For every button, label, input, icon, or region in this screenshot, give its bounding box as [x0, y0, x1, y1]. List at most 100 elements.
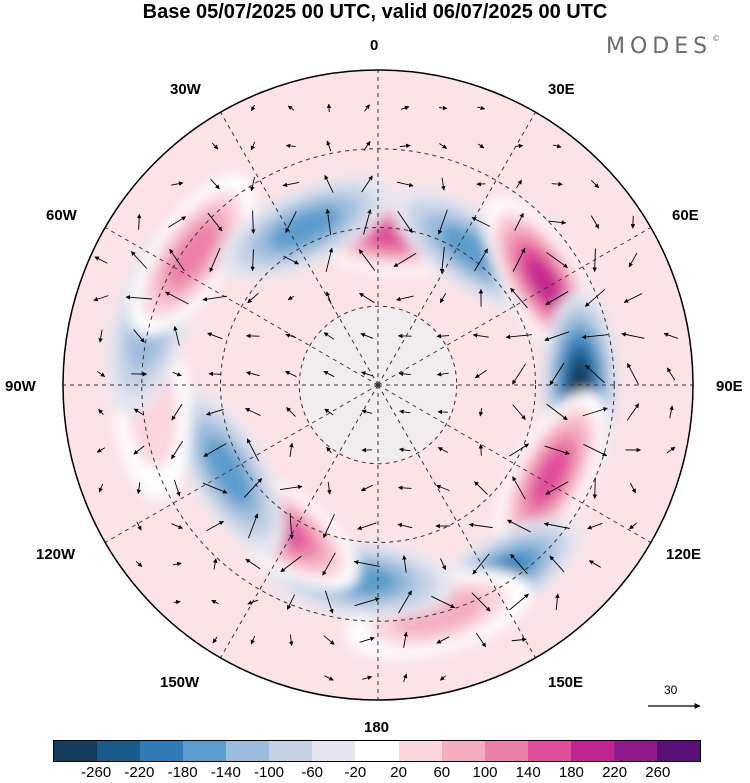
- wind-vector: [397, 523, 413, 529]
- anomaly-contour-2: [526, 257, 561, 306]
- wind-vector: [323, 635, 335, 645]
- lon-label-90e: 90E: [716, 378, 743, 395]
- wind-vector: [94, 256, 108, 264]
- wind-vector: [136, 213, 142, 230]
- colorbar-tick-label: -140: [210, 764, 241, 781]
- wind-vector: [285, 370, 297, 378]
- wind-vector: [133, 329, 145, 343]
- wind-vector: [202, 295, 228, 302]
- wind-vector: [93, 295, 109, 302]
- wind-vector: [287, 295, 295, 300]
- wind-vector: [246, 438, 260, 462]
- wind-vector: [400, 105, 410, 111]
- colorbar-bin-11: [527, 741, 571, 761]
- wind-vector: [354, 597, 380, 607]
- wind-vector: [247, 599, 259, 605]
- map-boundary: [62, 69, 694, 701]
- wind-vector: [629, 522, 637, 530]
- wind-vector: [360, 484, 373, 492]
- wind-vector: [285, 333, 297, 339]
- wind-vector: [361, 371, 373, 377]
- wind-vector: [135, 561, 143, 567]
- lon-label-0: 0: [370, 37, 379, 54]
- wind-vector: [402, 673, 408, 683]
- wind-vector: [588, 560, 601, 568]
- wind-vector: [592, 248, 597, 272]
- wind-vector: [474, 481, 488, 495]
- wind-vector: [251, 210, 256, 234]
- wind-vector: [666, 367, 676, 381]
- colorbar-bin-5: [269, 741, 313, 761]
- wind-vector: [628, 252, 638, 268]
- wind-vector: [136, 521, 142, 531]
- colorbar-bin-12: [570, 741, 614, 761]
- wind-vector: [543, 522, 570, 529]
- wind-vector: [286, 594, 296, 610]
- lon-label-150w: 150W: [160, 674, 200, 691]
- wind-vector: [168, 216, 187, 228]
- lon-label-60w: 60W: [46, 207, 77, 224]
- colorbar-bin-4: [226, 741, 270, 761]
- colorbar-tick-label: -180: [167, 764, 198, 781]
- colorbar-bin-10: [484, 741, 528, 761]
- wind-vector: [125, 295, 152, 300]
- wind-vector: [323, 514, 335, 539]
- wind-vector: [207, 212, 223, 232]
- anomaly-contour-13: [269, 206, 340, 250]
- wind-vector: [245, 371, 260, 377]
- wind-vector: [361, 409, 373, 414]
- wind-vector: [626, 403, 640, 421]
- wind-vector: [511, 637, 527, 642]
- wind-vector: [548, 220, 567, 225]
- wind-vector: [283, 255, 300, 265]
- colorbar-tick-label: -220: [124, 764, 155, 781]
- wind-vector: [514, 212, 524, 231]
- wind-vector: [325, 208, 332, 235]
- wind-vector: [439, 143, 447, 149]
- lon-label-150e: 150E: [548, 674, 584, 691]
- wind-vector: [471, 592, 491, 612]
- wind-vector: [287, 105, 295, 111]
- wind-vector: [325, 291, 332, 305]
- wind-vector: [211, 142, 219, 150]
- wind-vector: [248, 513, 259, 539]
- wind-vector: [289, 442, 294, 457]
- wind-vector: [398, 371, 411, 377]
- wind-vector: [669, 405, 674, 419]
- wind-vector: [251, 104, 256, 112]
- wind-vector: [551, 181, 563, 187]
- wind-vector: [209, 247, 221, 273]
- wind-vector: [544, 445, 570, 455]
- wind-vector: [210, 178, 220, 190]
- colorbar-bin-3: [183, 741, 227, 761]
- wind-vector: [96, 371, 106, 377]
- colorbar-tick-label: 220: [602, 764, 628, 781]
- wind-vector: [441, 177, 446, 191]
- wind-vector: [96, 447, 106, 453]
- wind-vector: [250, 141, 256, 151]
- wind-vector: [171, 440, 183, 460]
- wind-vector: [250, 635, 256, 645]
- wind-vector: [353, 560, 380, 567]
- wind-vector: [165, 291, 189, 305]
- wind-vector: [171, 523, 183, 529]
- wind-vector: [474, 248, 488, 272]
- wind-vector: [285, 143, 296, 149]
- lon-label-180: 180: [364, 719, 390, 736]
- wind-vector: [512, 476, 526, 500]
- wind-vector: [213, 558, 218, 570]
- colorbar-tick-label: 140: [515, 764, 541, 781]
- colorbar-tick-label: 20: [390, 764, 407, 781]
- wind-vector: [546, 403, 568, 421]
- wind-vector: [285, 211, 297, 233]
- colorbar-tick-label: -100: [253, 764, 285, 781]
- wind-vector: [590, 179, 600, 189]
- wind-vector: [472, 553, 490, 575]
- wind-vector: [393, 252, 417, 268]
- wind-vector: [323, 370, 335, 378]
- wind-vector: [206, 520, 224, 532]
- wind-vector: [282, 182, 300, 187]
- wind-vector: [172, 561, 182, 567]
- wind-vector: [478, 443, 484, 456]
- wind-vector: [436, 636, 450, 644]
